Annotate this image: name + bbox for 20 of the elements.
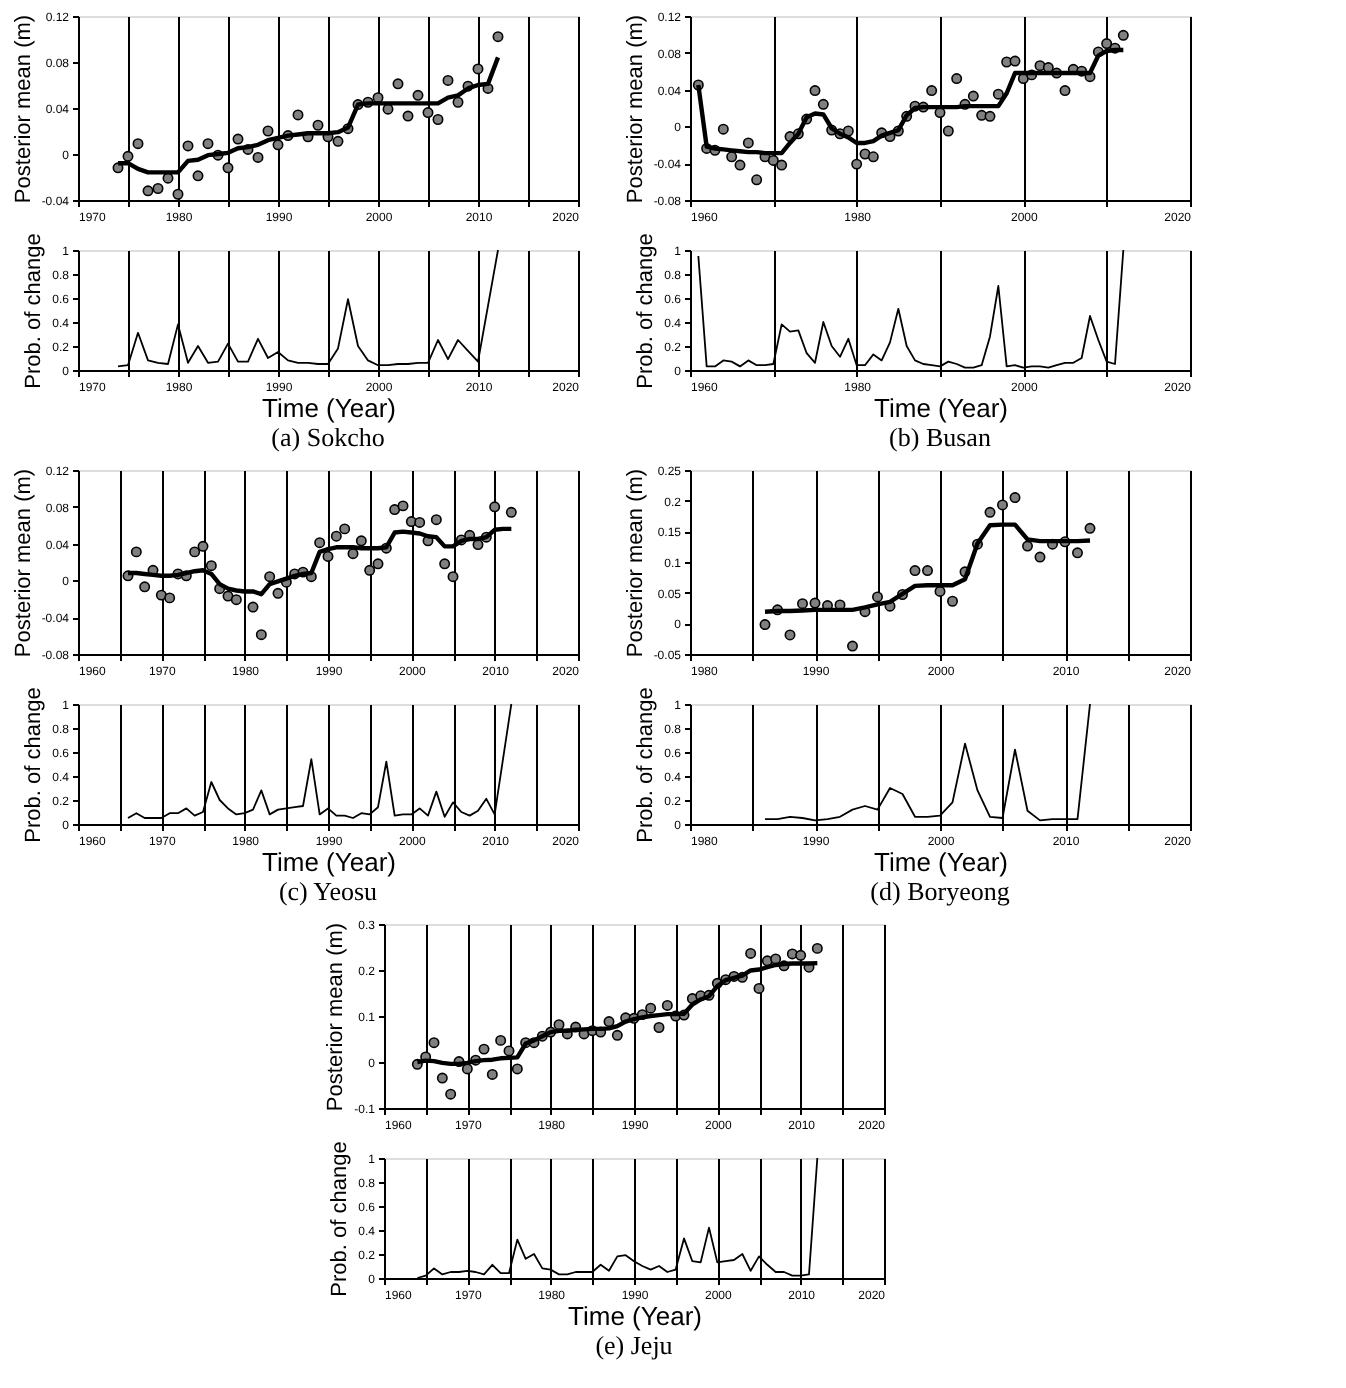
y-axis-title: Posterior mean (m) [324,922,349,1112]
text: (a) Sokcho [271,422,385,452]
y-axis-title: Posterior mean (m) [623,468,648,658]
y-axis-title: Posterior mean (m) [623,14,648,204]
text: (b) Busan [889,422,992,452]
x-axis-title: Time (Year) [262,393,396,423]
text: (c) Yeosu [278,876,379,906]
y-axis-title: Posterior mean (m) [11,14,36,204]
x-axis-title: Time (Year) [874,393,1008,423]
text: (e) Jeju [595,1330,674,1360]
x-axis-title: Time (Year) [568,1301,702,1331]
text: (d) Boryeong [870,876,1011,906]
y-axis-title: Prob. of change [634,233,659,389]
y-axis-title: Prob. of change [22,233,47,389]
x-axis-title: Time (Year) [874,847,1008,877]
y-axis-title: Prob. of change [634,687,659,843]
y-axis-title: Prob. of change [328,1141,353,1297]
y-axis-title: Prob. of change [22,687,47,843]
y-axis-title: Posterior mean (m) [11,468,36,658]
x-axis-title: Time (Year) [262,847,396,877]
